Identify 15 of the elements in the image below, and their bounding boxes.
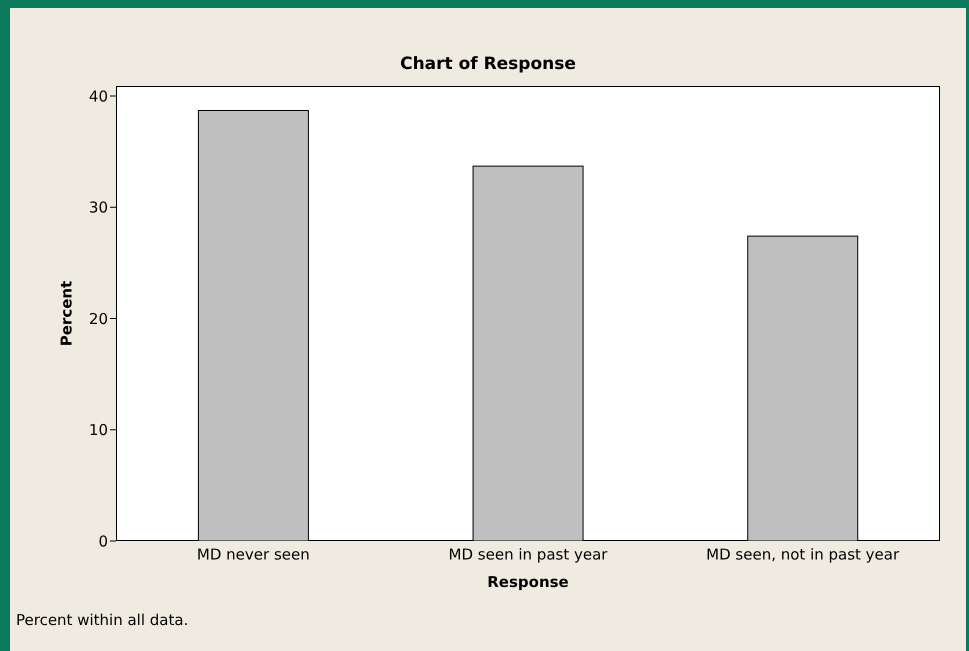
chart-title: Chart of Response: [399, 54, 577, 74]
x-tick-label: MD never seen: [196, 546, 310, 564]
y-tick-label: 40: [88, 87, 108, 106]
text: Percent within all data.: [16, 611, 188, 629]
y-tick-label: 0: [98, 532, 108, 550]
bar: [198, 110, 309, 541]
bar: [747, 236, 858, 541]
x-tick-label: MD seen, not in past year: [706, 546, 900, 564]
bar: [472, 166, 584, 541]
y-tick-label: 30: [88, 198, 108, 217]
x-tick-label: MD seen in past year: [448, 546, 608, 564]
y-tick-label: 20: [88, 310, 108, 328]
x-axis-title: Response: [487, 573, 569, 591]
y-tick-label: 10: [88, 421, 108, 440]
y-axis-title: Percent: [57, 280, 76, 346]
